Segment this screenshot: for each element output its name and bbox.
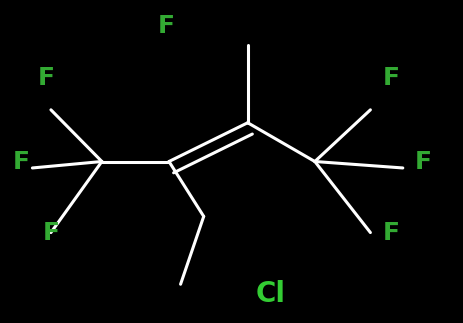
Text: F: F: [158, 14, 175, 38]
Text: F: F: [383, 66, 400, 89]
Text: F: F: [415, 150, 432, 173]
Text: F: F: [38, 66, 55, 89]
Text: F: F: [13, 150, 29, 173]
Text: Cl: Cl: [256, 280, 286, 308]
Text: F: F: [43, 221, 59, 245]
Text: F: F: [383, 221, 400, 245]
